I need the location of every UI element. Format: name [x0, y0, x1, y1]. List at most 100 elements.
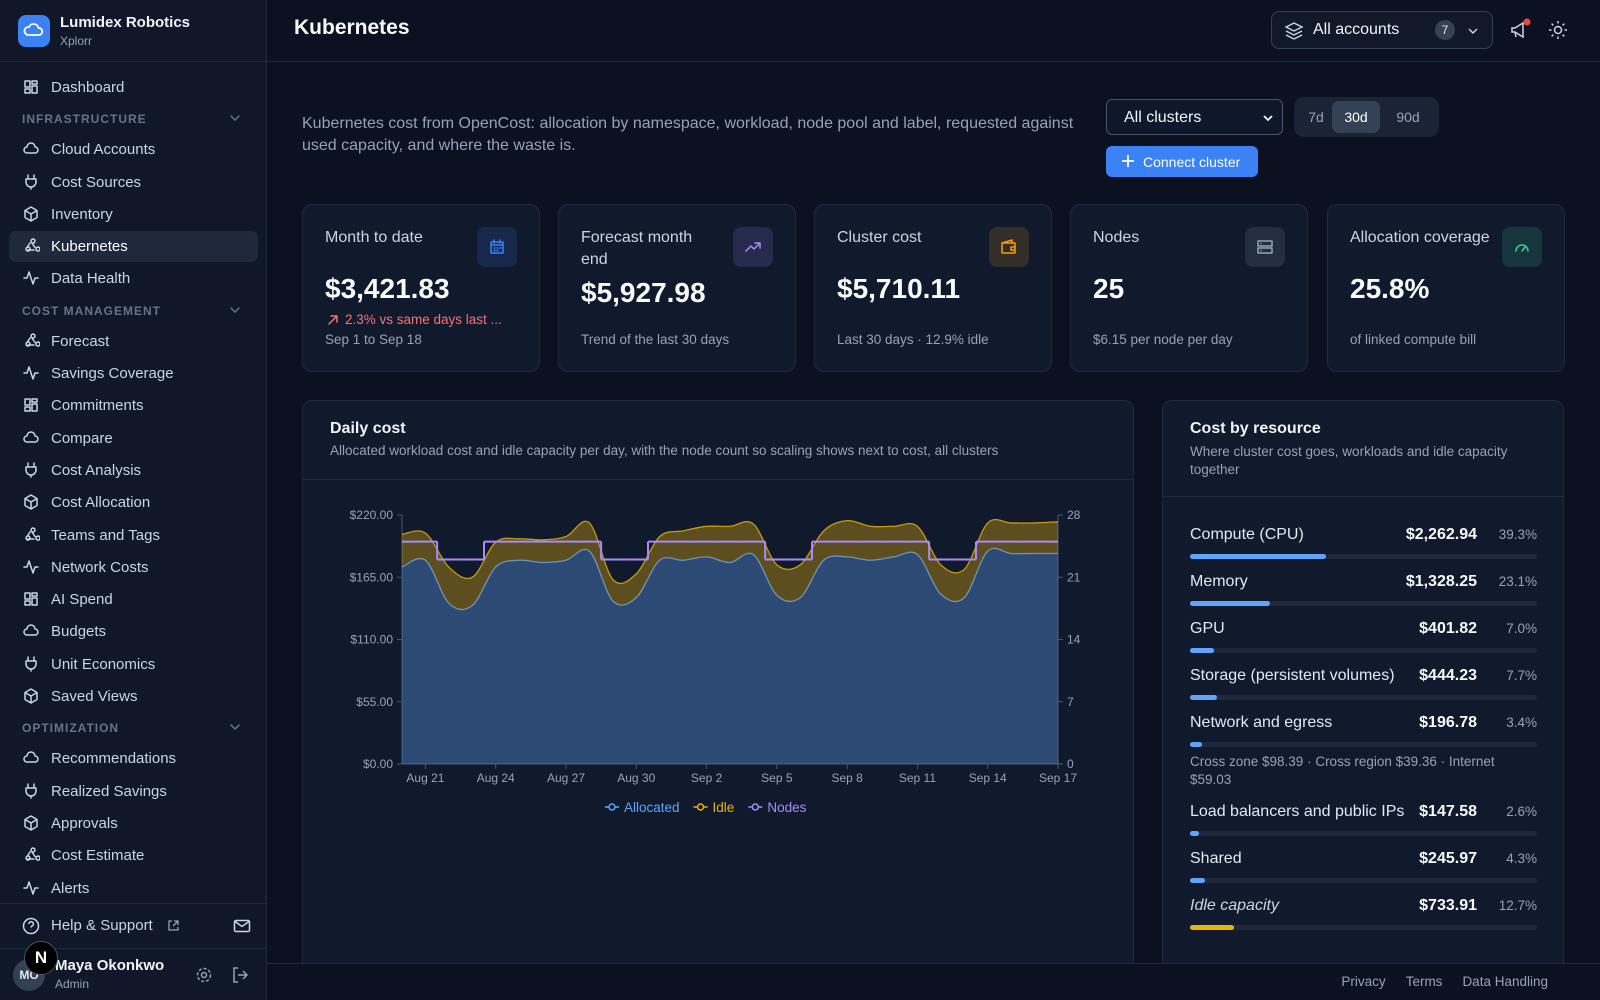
nav-item[interactable]: Data Health [0, 262, 267, 294]
icon-shape [24, 80, 38, 94]
nav-item[interactable]: Unit Economics [0, 648, 267, 680]
help-link[interactable]: Help & Support [9, 910, 258, 941]
legend-item[interactable]: Allocated [605, 800, 680, 815]
nav-item[interactable]: Cost Allocation [0, 486, 267, 518]
nav-icon [25, 847, 40, 862]
nav-icon [24, 688, 38, 704]
footer-link[interactable]: Data Handling [1462, 974, 1548, 989]
nav-item[interactable]: Savings Coverage [0, 357, 267, 389]
theme-icon[interactable] [1548, 20, 1568, 40]
legend-item[interactable]: Nodes [748, 800, 807, 815]
nav-section[interactable]: OPTIMIZATION [0, 712, 267, 742]
x-tick-label: Sep 2 [691, 771, 723, 785]
resource-line: Network and egress $196.78 3.4% [1190, 712, 1537, 734]
nav-item[interactable]: Budgets [0, 615, 267, 647]
nav-item[interactable]: Saved Views [0, 680, 267, 712]
x-tick-label: Sep 11 [899, 771, 936, 785]
nav-item[interactable]: Inventory [0, 198, 267, 230]
nav-item[interactable]: AI Spend [0, 583, 267, 615]
nav-item[interactable]: Compare [0, 422, 267, 454]
nav-item-label: Budgets [51, 623, 107, 641]
kpi-title: Nodes [1093, 229, 1140, 246]
footer-link[interactable]: Privacy [1341, 974, 1386, 989]
icon-shape [25, 782, 37, 799]
icon-shape [24, 398, 38, 413]
x-tick-label: Sep 17 [1039, 771, 1077, 785]
nav-item-label: Kubernetes [51, 238, 128, 256]
legend-dot [608, 803, 616, 811]
nav-section[interactable]: COST MANAGEMENT [0, 295, 267, 325]
nav-item[interactable]: Dashboard [0, 71, 267, 103]
divider [1163, 496, 1563, 497]
mail-icon[interactable] [233, 917, 251, 935]
cluster-select[interactable]: All clusters [1106, 99, 1283, 135]
y2-tick-label: 28 [1067, 508, 1081, 522]
nav-item-label: Savings Coverage [51, 365, 174, 383]
icon-shape [230, 307, 240, 313]
kpi-note: Trend of the last 30 days [581, 332, 730, 347]
nav-icon [24, 815, 38, 831]
icon-shape [233, 919, 251, 933]
icon-shape [28, 920, 35, 930]
kpi-body: $5,927.98 [581, 275, 781, 311]
nav-icon [25, 526, 40, 541]
nav-item[interactable]: Teams and Tags [0, 519, 267, 551]
legend-item[interactable]: Idle [693, 800, 735, 815]
y-tick-label: $0.00 [363, 757, 393, 771]
connect-cluster-button[interactable]: Connect cluster [1106, 146, 1258, 177]
nav-item-label: Cost Sources [51, 173, 142, 191]
range-button[interactable]: 30d [1332, 101, 1380, 133]
x-tick-label: Aug 27 [547, 771, 585, 785]
plus-icon [1122, 155, 1134, 167]
nav-item-label: Unit Economics [51, 655, 156, 673]
delta-arrow [328, 315, 338, 325]
resource-name: Load balancers and public IPs [1190, 803, 1405, 820]
icon-shape [1553, 25, 1563, 35]
divider [0, 61, 267, 62]
external-icon [168, 920, 179, 931]
y2-tick-label: 7 [1067, 695, 1074, 709]
nav-item[interactable]: Cloud Accounts [0, 133, 267, 165]
legend-label: Allocated [624, 800, 680, 815]
kpi-delta: 2.3% vs same days last ... [325, 311, 525, 329]
divider [0, 948, 267, 949]
resource-row: Compute (CPU) $2,262.94 39.3% [1190, 524, 1537, 559]
nav-item[interactable]: Recommendations [0, 742, 267, 774]
range-button[interactable]: 90d [1384, 101, 1432, 133]
kpi-header: Month to date [325, 227, 517, 267]
footer-link[interactable]: Terms [1405, 974, 1443, 989]
nav-section[interactable]: INFRASTRUCTURE [0, 103, 267, 133]
logout-icon[interactable] [231, 966, 249, 984]
nav-item[interactable]: Network Costs [0, 551, 267, 583]
page-description: Kubernetes cost from OpenCost: allocatio… [302, 115, 1074, 154]
dev-badge[interactable]: N [24, 941, 58, 975]
y2-tick-label: 21 [1067, 570, 1081, 584]
nav-item[interactable]: Cost Sources [0, 166, 267, 198]
settings-icon[interactable] [195, 966, 213, 984]
user-role: Admin [55, 977, 90, 991]
nav-item[interactable]: Cost Analysis [0, 454, 267, 486]
resource-line: Storage (persistent volumes) $444.23 7.7% [1190, 665, 1537, 687]
kpi-icon-glyph [1515, 244, 1529, 252]
nav-item[interactable]: Cost Estimate [0, 839, 267, 871]
account-selector[interactable]: All accounts 7 [1271, 11, 1493, 49]
nav-item[interactable]: Commitments [0, 389, 267, 421]
nav-item[interactable]: Kubernetes [0, 230, 267, 263]
icon-shape [1122, 155, 1134, 167]
share-bar [1190, 742, 1202, 747]
footer: Privacy Terms Data Handling [267, 963, 1600, 1000]
kpi-body: $3,421.83 2.3% vs same days last ... [325, 271, 525, 329]
icon-shape [230, 115, 240, 122]
nav-item[interactable]: Forecast [0, 325, 267, 357]
nav-item[interactable]: Alerts [0, 872, 267, 903]
nav-item[interactable]: Realized Savings [0, 775, 267, 807]
share-track [1190, 742, 1537, 747]
icon-shape [24, 688, 38, 704]
share-bar [1190, 554, 1327, 559]
resource-share: 12.7% [1498, 898, 1537, 913]
range-button[interactable]: 7d [1300, 101, 1332, 133]
kpi-value: 25 [1093, 273, 1125, 304]
announcements-icon[interactable] [1508, 18, 1532, 42]
main: Kubernetes All accounts 7 Kubernetes cos… [267, 0, 1600, 1000]
nav-item[interactable]: Approvals [0, 807, 267, 839]
